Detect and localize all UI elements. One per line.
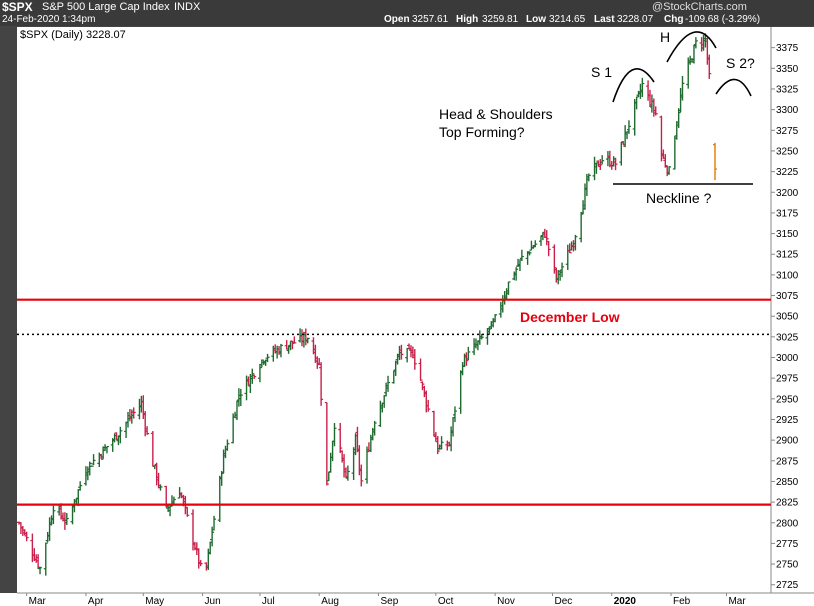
y-tick-label: 3200 <box>776 188 799 199</box>
head-arc <box>666 31 717 63</box>
y-tick-label: 3225 <box>776 167 799 178</box>
watermark: @StockCharts.com <box>652 1 747 13</box>
last-value: 3228.07 <box>617 14 654 25</box>
y-axis-ticks: 2725 2750 2775 2800 2825 2850 2875 2900 2925 2950… <box>771 43 799 591</box>
exchange: INDX <box>174 1 201 13</box>
x-tick-label: Sep <box>380 596 398 606</box>
y-tick-label: 3350 <box>776 64 799 75</box>
index-name: S&P 500 Large Cap Index <box>42 1 170 13</box>
chg-label: Chg <box>664 14 684 25</box>
x-tick-label: May <box>145 596 164 606</box>
annotation-s2: S 2? <box>726 55 755 71</box>
y-tick-label: 3000 <box>776 353 799 364</box>
y-tick-label: 2775 <box>776 539 799 550</box>
series-legend: $SPX (Daily) 3228.07 <box>20 29 126 41</box>
x-tick-label: Jul <box>262 596 275 606</box>
x-axis-ticks: Mar Apr May Jun Jul Aug Sep Oct Nov Dec 2020 Feb Mar <box>26 593 746 606</box>
y-tick-label: 3050 <box>776 312 799 323</box>
x-tick-label: Aug <box>321 596 339 606</box>
y-tick-label: 3150 <box>776 229 799 240</box>
header-row-1: $SPX S&P 500 Large Cap Index INDX @Stock… <box>0 0 814 14</box>
y-tick-label: 3325 <box>776 84 799 95</box>
x-tick-label: 2020 <box>614 596 637 606</box>
y-tick-label: 3125 <box>776 250 799 261</box>
plot-area <box>17 27 771 593</box>
y-tick-label: 2800 <box>776 518 799 529</box>
y-tick-label: 2975 <box>776 374 799 385</box>
annotation-december-low: December Low <box>520 309 620 325</box>
header-row-2: 24-Feb-2020 1:34pm Open 3257.61 High 325… <box>0 14 814 26</box>
high-label: High <box>456 14 479 25</box>
y-tick-label: 2925 <box>776 415 799 426</box>
y-tick-label: 3275 <box>776 126 799 137</box>
y-tick-label: 2825 <box>776 498 799 509</box>
annotation-s1: S 1 <box>591 64 612 80</box>
reference-lines <box>17 298 771 506</box>
annotation-hs-line2: Top Forming? <box>439 124 525 140</box>
x-tick-label: Mar <box>728 596 746 606</box>
low-value: 3214.65 <box>549 14 586 25</box>
y-tick-label: 2850 <box>776 477 799 488</box>
open-label: Open <box>384 14 410 25</box>
x-tick-label: Jun <box>205 596 221 606</box>
y-tick-label: 3175 <box>776 208 799 219</box>
datetime: 24-Feb-2020 1:34pm <box>2 14 96 25</box>
annotations <box>612 31 753 185</box>
last-label: Last <box>594 14 615 25</box>
y-tick-label: 3250 <box>776 146 799 157</box>
x-tick-label: Feb <box>673 596 691 606</box>
x-tick-label: Mar <box>29 596 47 606</box>
x-tick-label: Dec <box>554 596 572 606</box>
y-tick-label: 2950 <box>776 394 799 405</box>
y-tick-label: 2750 <box>776 560 799 571</box>
x-axis-area <box>0 593 814 606</box>
x-tick-label: Oct <box>438 596 454 606</box>
chg-value: -109.68 (-3.29%) <box>685 14 761 25</box>
symbol[interactable]: $SPX <box>2 0 33 14</box>
y-tick-label: 2875 <box>776 456 799 467</box>
annotation-head: H <box>660 29 670 45</box>
low-label: Low <box>526 14 546 25</box>
y-tick-label: 3075 <box>776 291 799 302</box>
y-tick-label: 3100 <box>776 270 799 281</box>
shoulder-1-arc <box>612 68 655 103</box>
y-tick-label: 2900 <box>776 436 799 447</box>
shoulder-2-arc <box>715 78 752 97</box>
x-tick-label: Nov <box>497 596 515 606</box>
y-tick-label: 3375 <box>776 43 799 54</box>
open-value: 3257.61 <box>412 14 449 25</box>
y-tick-label: 3025 <box>776 332 799 343</box>
annotation-hs-line1: Head & Shoulders <box>439 106 553 122</box>
high-value: 3259.81 <box>482 14 519 25</box>
annotation-neckline: Neckline ? <box>646 190 712 206</box>
y-tick-label: 2725 <box>776 580 799 591</box>
x-tick-label: Apr <box>88 596 104 606</box>
y-tick-label: 3300 <box>776 105 799 116</box>
y-axis-area <box>771 27 814 593</box>
